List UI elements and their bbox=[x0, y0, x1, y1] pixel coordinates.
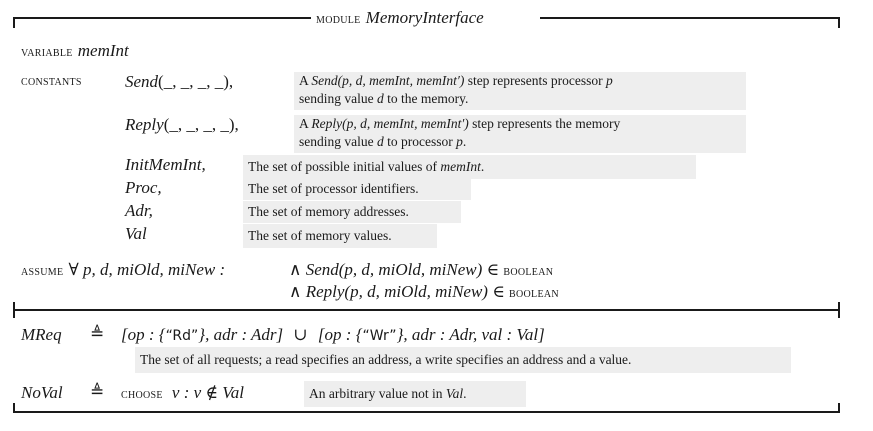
module-name: MemoryInterface bbox=[365, 8, 484, 27]
mreq-expression: [op : {“Rd”}, adr : Adr] ∪ [op : {“Wr”},… bbox=[121, 325, 545, 345]
initmemint-comment: The set of possible initial values of me… bbox=[243, 155, 696, 179]
reply-comment-args: (p, d, memInt, memInt′) bbox=[342, 116, 469, 131]
module-top-rule-left bbox=[13, 17, 311, 19]
constants-keyword: constants bbox=[21, 74, 82, 89]
send-comment-op: Send bbox=[311, 73, 338, 88]
module-header: module MemoryInterface bbox=[316, 8, 484, 28]
noval-expression: choose v : v ∉ Val bbox=[121, 383, 244, 403]
assume-keyword: assume bbox=[21, 264, 64, 279]
module-top-tick-right bbox=[838, 17, 840, 28]
mreq-rd-string: “Rd” bbox=[165, 328, 199, 344]
assume-quantifier: ∀ p, d, miOld, miNew : bbox=[68, 260, 226, 279]
constant-adr: Adr, bbox=[125, 201, 153, 220]
comment-var: Val bbox=[445, 386, 464, 401]
send-comment-args: (p, d, memInt, memInt′) bbox=[337, 73, 465, 88]
reply-comment-line2: sending value d to processor p. bbox=[299, 133, 741, 151]
module-keyword: module bbox=[316, 12, 361, 27]
reply-comment-op: Reply bbox=[311, 116, 343, 131]
comment-text: The set of memory addresses. bbox=[248, 204, 409, 219]
reply-comment-text: A bbox=[299, 116, 312, 131]
assume-conjunct-send: ∧ Send(p, d, miOld, miNew) ∈ boolean bbox=[289, 260, 553, 280]
constant-send: Send(_, _, _, _), bbox=[125, 72, 233, 92]
constant-reply-args: (_, _, _, _), bbox=[163, 115, 239, 134]
mreq-comment: The set of all requests; a read specifie… bbox=[135, 347, 791, 373]
variable-keyword: variable bbox=[21, 45, 73, 60]
boolean-keyword: boolean bbox=[503, 264, 554, 279]
variable-name: memInt bbox=[77, 41, 129, 60]
send-comment-text: A bbox=[299, 73, 312, 88]
comment-text: . bbox=[480, 159, 485, 174]
noval-name: NoVal bbox=[21, 383, 63, 402]
reply-comment-text: . bbox=[462, 134, 467, 149]
send-comment-var: p bbox=[606, 73, 613, 88]
and-symbol: ∧ bbox=[289, 260, 302, 279]
noval-defeq: ≜ bbox=[90, 382, 105, 401]
noval-expr: v : v ∉ Val bbox=[171, 383, 244, 402]
mreq-wr-string: “Wr” bbox=[362, 328, 397, 344]
union-symbol: ∪ bbox=[293, 325, 308, 344]
val-comment: The set of memory values. bbox=[243, 224, 437, 248]
separator-rule bbox=[13, 309, 840, 311]
choose-keyword: choose bbox=[121, 387, 163, 402]
assume-conjunct-reply: ∧ Reply(p, d, miOld, miNew) ∈ boolean bbox=[289, 282, 559, 302]
mreq-expr-part: }, adr : Adr] bbox=[198, 325, 284, 344]
reply-comment-line1: A Reply(p, d, memInt, memInt′) step repr… bbox=[299, 115, 741, 133]
constant-send-name: Send bbox=[125, 72, 159, 91]
constant-send-args: (_, _, _, _), bbox=[158, 72, 234, 91]
reply-comment: A Reply(p, d, memInt, memInt′) step repr… bbox=[294, 115, 746, 153]
comment-text: The set of processor identifiers. bbox=[248, 181, 419, 196]
constant-reply: Reply(_, _, _, _), bbox=[125, 115, 239, 135]
send-comment-text: to the memory. bbox=[383, 91, 469, 106]
module-top-rule-right bbox=[540, 17, 840, 19]
constant-initmemint: InitMemInt, bbox=[125, 155, 206, 174]
send-comment-text: sending value bbox=[299, 91, 377, 106]
reply-comment-text: to processor bbox=[383, 134, 457, 149]
reply-comment-text: step represents the memory bbox=[468, 116, 621, 131]
mreq-expr-part: }, adr : Adr, val : Val] bbox=[396, 325, 545, 344]
separator-tick-right bbox=[838, 302, 840, 318]
send-comment-text: step represents processor bbox=[464, 73, 607, 88]
comment-text: An arbitrary value not in bbox=[309, 386, 446, 401]
module-bottom-tick-left bbox=[13, 403, 15, 413]
send-comment: A Send(p, d, memInt, memInt′) step repre… bbox=[294, 72, 746, 110]
reply-comment-text: sending value bbox=[299, 134, 377, 149]
send-comment-line2: sending value d to the memory. bbox=[299, 90, 741, 108]
mreq-defeq: ≜ bbox=[90, 324, 105, 343]
mreq-name: MReq bbox=[21, 325, 62, 344]
module-bottom-rule bbox=[13, 411, 840, 413]
proc-comment: The set of processor identifiers. bbox=[243, 178, 471, 200]
noval-comment: An arbitrary value not in Val. bbox=[304, 381, 526, 407]
comment-text: The set of memory values. bbox=[248, 228, 392, 243]
mreq-expr-part: [op : { bbox=[317, 325, 363, 344]
assume-send-expr: Send(p, d, miOld, miNew) ∈ bbox=[305, 260, 500, 279]
module-top-tick-left bbox=[13, 17, 15, 28]
boolean-keyword: boolean bbox=[509, 286, 559, 301]
mreq-expr-part: [op : { bbox=[121, 325, 166, 344]
variable-declaration: variable memInt bbox=[21, 41, 129, 61]
assume-line1: assume ∀ p, d, miOld, miNew : bbox=[21, 260, 225, 280]
constant-val: Val bbox=[125, 224, 147, 243]
and-symbol: ∧ bbox=[289, 282, 302, 301]
comment-var: memInt bbox=[440, 159, 481, 174]
module-bottom-tick-right bbox=[838, 403, 840, 413]
send-comment-line1: A Send(p, d, memInt, memInt′) step repre… bbox=[299, 72, 741, 90]
separator-tick-left bbox=[13, 302, 15, 318]
constant-reply-name: Reply bbox=[125, 115, 164, 134]
comment-text: . bbox=[463, 386, 467, 401]
assume-reply-expr: Reply(p, d, miOld, miNew) ∈ bbox=[305, 282, 505, 301]
send-comment-var: d bbox=[376, 91, 384, 106]
constant-proc: Proc, bbox=[125, 178, 162, 197]
adr-comment: The set of memory addresses. bbox=[243, 201, 461, 223]
comment-text: The set of possible initial values of bbox=[248, 159, 441, 174]
reply-comment-var: d bbox=[376, 134, 384, 149]
reply-comment-var: p bbox=[456, 134, 463, 149]
